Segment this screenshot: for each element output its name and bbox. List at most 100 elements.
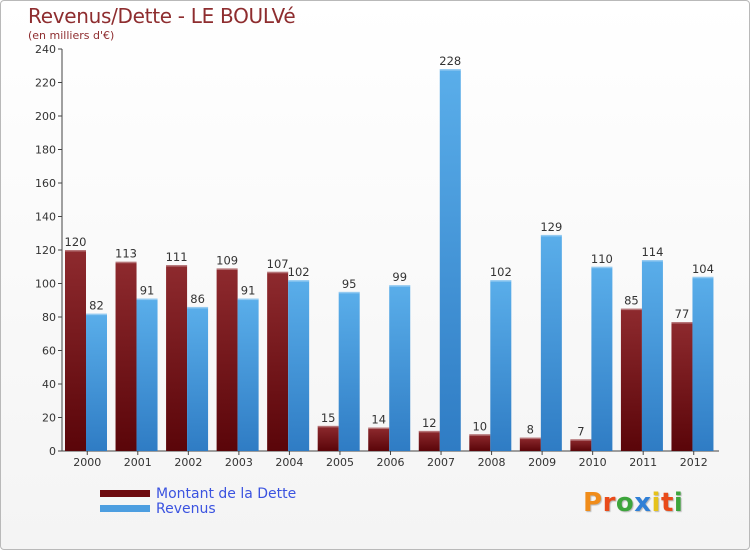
bar-dette [418, 430, 440, 451]
bar-dette-highlight [418, 430, 440, 433]
bar-dette [620, 308, 642, 451]
data-label: 114 [641, 245, 663, 259]
data-label: 15 [321, 411, 336, 425]
y-tick-label: 80 [42, 311, 56, 324]
bar-dette [368, 427, 390, 451]
legend-item-dette: Montant de la Dette [100, 485, 297, 502]
logo-letter: x [634, 488, 652, 518]
y-tick-label: 160 [35, 177, 56, 190]
data-label: 107 [267, 257, 289, 271]
bar-dette-highlight [216, 268, 238, 270]
data-label: 113 [115, 247, 137, 261]
data-label: 91 [140, 284, 155, 298]
bar-dette [469, 434, 491, 451]
data-label: 228 [439, 54, 461, 68]
bar-revenus-highlight [86, 313, 107, 316]
y-tick-label: 120 [35, 244, 56, 257]
y-tick-label: 220 [35, 77, 56, 90]
bar-revenus-highlight [490, 280, 512, 282]
value-labels: 1208211391111861099110710215951499122281… [65, 54, 714, 438]
bar-revenus [338, 291, 360, 451]
logo-letter: t [660, 488, 674, 518]
legend-swatch-dette [100, 490, 150, 497]
y-tick-label: 240 [35, 43, 56, 56]
bar-dette [65, 250, 86, 451]
logo-letter: i [651, 488, 661, 518]
data-label: 109 [216, 253, 238, 267]
y-tick-label: 0 [49, 445, 56, 458]
x-tick-label: 2012 [680, 456, 708, 469]
x-tick-label: 2006 [377, 456, 405, 469]
bar-dette-highlight [469, 434, 491, 436]
bar-dette-highlight [317, 425, 339, 428]
data-label: 7 [577, 424, 584, 438]
bar-revenus-highlight [187, 306, 209, 309]
bars [65, 69, 714, 451]
bar-revenus-highlight [439, 69, 461, 71]
x-tick-label: 2000 [73, 456, 101, 469]
bar-dette [519, 437, 541, 451]
bar-dette-highlight [519, 437, 541, 440]
bar-revenus [641, 260, 663, 451]
y-tick-label: 200 [35, 110, 56, 123]
bar-revenus [136, 298, 158, 451]
chart-subtitle: (en milliers d'€) [28, 29, 115, 42]
data-label: 110 [591, 252, 613, 266]
bar-revenus-highlight [136, 298, 158, 301]
bar-revenus-highlight [389, 285, 411, 287]
bar-dette-highlight [620, 308, 642, 311]
data-label: 111 [166, 250, 188, 264]
legend-label-dette: Montant de la Dette [156, 485, 297, 502]
chart-title: Revenus/Dette - LE BOULVé [28, 4, 296, 28]
bar-dette-highlight [368, 427, 390, 430]
bar-revenus-highlight [338, 291, 360, 294]
proxiti-logo: Proxiti [583, 488, 683, 518]
data-label: 102 [490, 265, 512, 279]
logo-letter: P [583, 488, 603, 518]
data-label: 85 [624, 294, 639, 308]
data-label: 8 [527, 423, 534, 437]
bar-revenus [692, 276, 714, 451]
data-label: 102 [288, 265, 310, 279]
data-label: 91 [241, 284, 256, 298]
bar-revenus-highlight [641, 260, 663, 262]
data-label: 12 [422, 416, 437, 430]
bar-revenus-highlight [237, 298, 259, 301]
y-tick-label: 40 [42, 378, 56, 391]
x-tick-label: 2010 [579, 456, 607, 469]
data-label: 95 [342, 277, 357, 291]
x-tick-label: 2004 [275, 456, 303, 469]
legend-swatch-revenus [100, 505, 150, 512]
bar-dette-highlight [166, 265, 188, 267]
bar-revenus [490, 280, 512, 451]
bar-dette [267, 271, 289, 451]
bar-revenus [86, 313, 107, 451]
x-tick-label: 2001 [124, 456, 152, 469]
bar-revenus [439, 69, 461, 451]
y-tick-label: 60 [42, 345, 56, 358]
y-tick-label: 140 [35, 211, 56, 224]
data-label: 10 [472, 419, 487, 433]
bar-dette-highlight [115, 261, 137, 264]
data-label: 77 [675, 307, 690, 321]
x-tick-label: 2003 [225, 456, 253, 469]
data-label: 104 [692, 262, 714, 276]
x-tick-label: 2002 [174, 456, 202, 469]
data-label: 120 [65, 235, 87, 249]
bar-revenus [187, 306, 209, 451]
logo-letter: o [615, 488, 635, 518]
bar-revenus [288, 280, 310, 451]
bar-revenus [237, 298, 259, 451]
x-tick-label: 2005 [326, 456, 354, 469]
bar-revenus-highlight [540, 234, 562, 237]
bar-dette [317, 425, 339, 451]
bar-revenus [389, 285, 411, 451]
data-label: 14 [371, 413, 386, 427]
x-tick-label: 2007 [427, 456, 455, 469]
bar-revenus-highlight [288, 280, 310, 282]
bar-revenus-highlight [692, 276, 714, 279]
logo-letter: r [602, 488, 616, 518]
legend: Montant de la Dette Revenus [100, 485, 297, 517]
x-tick-label: 2009 [528, 456, 556, 469]
